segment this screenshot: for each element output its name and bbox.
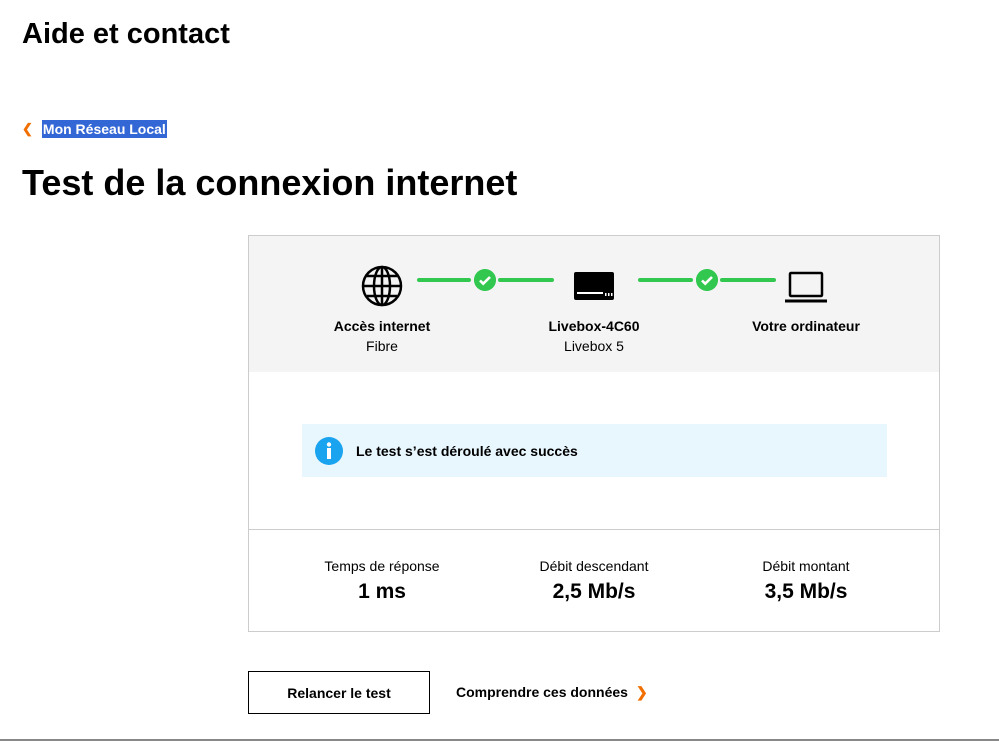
stat-label: Débit montant (762, 558, 850, 574)
chevron-right-icon: ❯ (635, 684, 648, 700)
check-icon (696, 269, 718, 291)
check-icon (474, 269, 496, 291)
link-line (720, 278, 776, 282)
link-line (638, 278, 693, 282)
node-name: Accès internet (333, 318, 431, 334)
node-computer: Votre ordinateur (706, 264, 906, 334)
result-message: Le test s’est déroulé avec succès (356, 442, 578, 459)
stat-value: 2,5 Mb/s (552, 580, 636, 603)
router-icon (574, 272, 614, 300)
globe-icon (361, 265, 403, 307)
node-livebox: Livebox-4C60 Livebox 5 (494, 264, 694, 354)
relaunch-test-button[interactable]: Relancer le test (248, 671, 430, 714)
node-internet: Accès internet Fibre (282, 264, 482, 354)
connection-test-card: Accès internet Fibre Livebox-4C60 Livebo… (248, 235, 940, 632)
stat-value: 1 ms (358, 580, 406, 603)
stat-label: Temps de réponse (324, 558, 440, 574)
back-link-label: Mon Réseau Local (41, 120, 167, 138)
node-sub: Livebox 5 (564, 338, 624, 354)
link-line (417, 278, 471, 282)
stat-label: Débit descendant (539, 558, 649, 574)
stat-download: Débit descendant 2,5 Mb/s (484, 558, 704, 604)
stat-response-time: Temps de réponse 1 ms (272, 558, 492, 604)
info-icon (315, 436, 343, 465)
page-title: Test de la connexion internet (22, 162, 518, 203)
divider (249, 529, 939, 530)
laptop-icon (785, 271, 827, 303)
understand-data-link[interactable]: Comprendre ces données ❯ (456, 684, 648, 701)
understand-data-label: Comprendre ces données (456, 684, 628, 700)
link-line (498, 278, 554, 282)
stat-value: 3,5 Mb/s (764, 580, 848, 603)
footer-divider (0, 739, 999, 741)
site-title: Aide et contact (22, 18, 230, 50)
chevron-left-icon: ❮ (22, 121, 33, 136)
connection-diagram: Accès internet Fibre Livebox-4C60 Livebo… (249, 236, 939, 372)
back-link[interactable]: ❮ Mon Réseau Local (22, 120, 167, 138)
stat-upload: Débit montant 3,5 Mb/s (696, 558, 916, 604)
node-sub: Fibre (366, 338, 398, 354)
node-name: Votre ordinateur (752, 318, 860, 334)
node-name: Livebox-4C60 (548, 318, 640, 334)
result-message-box: Le test s’est déroulé avec succès (302, 424, 887, 477)
